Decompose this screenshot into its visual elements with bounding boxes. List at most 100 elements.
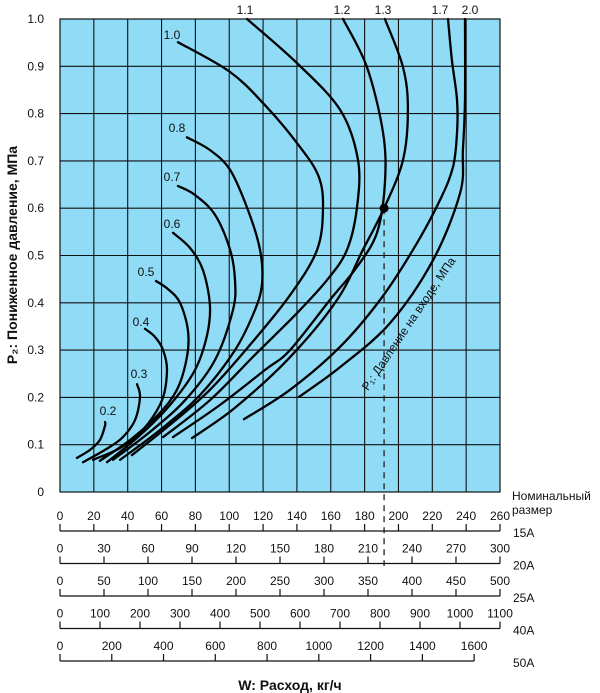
y-axis-ticks: 0 0.1 0.2 0.3 0.4 0.5 0.6 0.7 0.8 0.9 1.0	[27, 12, 44, 499]
x-tick-label: 200	[102, 639, 122, 653]
y-tick-label: 1.0	[27, 12, 44, 26]
nominal-size-label: 50A	[513, 656, 534, 670]
x-tick-label: 1600	[461, 639, 488, 653]
curve-label: 1.0	[164, 28, 181, 42]
x-tick-label: 100	[90, 607, 110, 621]
y-tick-label: 0.7	[27, 154, 44, 168]
x-tick-label: 150	[270, 542, 290, 556]
curve-label: 1.1	[237, 3, 254, 17]
x-tick-label: 210	[358, 542, 378, 556]
nominal-size-title-line1: Номинальный	[512, 489, 591, 503]
flow-axes: 0 20 40 60 80 100 120 140 160 180 200 220 240 26015A0…	[57, 509, 535, 670]
x-tick-label: 400	[210, 607, 230, 621]
x-tick-label: 600	[205, 639, 225, 653]
curve-p1-2.0	[297, 17, 467, 399]
x-tick-label: 1200	[357, 639, 384, 653]
x-tick-label: 0	[57, 542, 64, 556]
x-tick-label: 90	[185, 542, 199, 556]
x-tick-label: 100	[138, 574, 158, 588]
x-tick-label: 1100	[487, 607, 513, 621]
x-tick-label: 40	[121, 509, 135, 523]
curve-p1-0.3	[81, 383, 142, 464]
curve-label: 2.0	[462, 3, 479, 17]
curve-p1-0.6	[105, 231, 212, 464]
y-tick-label: 0.2	[27, 390, 44, 404]
x-tick-label: 0	[57, 574, 64, 588]
x-tick-label: 240	[456, 509, 476, 523]
x-tick-label: 900	[410, 607, 430, 621]
curve-p1-0.7	[111, 184, 237, 461]
marked-point	[379, 203, 389, 213]
curve-label: 0.8	[169, 121, 186, 135]
nominal-size-title-line2: размер	[512, 503, 553, 517]
x-tick-label: 600	[290, 607, 310, 621]
y-tick-label: 0.8	[27, 107, 44, 121]
x-tick-label: 60	[141, 542, 155, 556]
x-tick-label: 60	[155, 509, 169, 523]
y-axis-title: P₂: Пониженное давление, МПа	[4, 146, 20, 364]
y-tick-label: 0.5	[27, 249, 44, 263]
x-tick-label: 0	[57, 509, 64, 523]
x-tick-label: 20	[87, 509, 101, 523]
x-tick-label: 200	[130, 607, 150, 621]
x-tick-label: 400	[402, 574, 422, 588]
curve-label: 0.2	[100, 404, 117, 418]
x-tick-label: 160	[321, 509, 341, 523]
x-tick-label: 800	[257, 639, 277, 653]
y-tick-label: 0	[37, 485, 44, 499]
nominal-size-label: 20A	[513, 559, 534, 573]
x-tick-label: 0	[57, 639, 64, 653]
x-tick-label: 220	[422, 509, 442, 523]
x-tick-label: 200	[388, 509, 408, 523]
curves: 0.2 0.3 0.4 0.5 0.6 0.7 0.8 1.0 1.1 1.2 1.3 1.7 2.0	[75, 3, 479, 566]
curve-p1-1.2	[171, 17, 387, 439]
x-tick-label: 450	[446, 574, 466, 588]
x-tick-label: 1000	[447, 607, 474, 621]
nominal-size-label: 25A	[513, 591, 534, 605]
curve-label: 0.4	[133, 315, 150, 329]
nominal-size-label: 15A	[513, 526, 534, 540]
curve-label: 0.6	[164, 217, 181, 231]
x-tick-label: 700	[330, 607, 350, 621]
x-tick-label: 350	[358, 574, 378, 588]
curve-label: 1.2	[334, 3, 351, 17]
curve-p1-1.1	[161, 17, 361, 439]
x-tick-label: 260	[490, 509, 510, 523]
curve-label: 0.7	[164, 170, 181, 184]
nominal-size-label: 40A	[513, 624, 534, 638]
x-axis-title: W: Расход, кг/ч	[238, 677, 341, 693]
y-tick-label: 0.3	[27, 343, 44, 357]
x-tick-label: 270	[446, 542, 466, 556]
y-tick-label: 0.9	[27, 59, 44, 73]
x-tick-label: 200	[226, 574, 246, 588]
x-tick-label: 300	[314, 574, 334, 588]
curve-p1-0.5	[98, 279, 190, 462]
x-tick-label: 500	[250, 607, 270, 621]
x-tick-label: 1400	[409, 639, 436, 653]
x-tick-label: 250	[270, 574, 290, 588]
plot-area	[59, 18, 501, 493]
x-tick-label: 50	[97, 574, 111, 588]
x-tick-label: 100	[219, 509, 239, 523]
x-tick-label: 120	[226, 542, 246, 556]
x-tick-label: 80	[189, 509, 203, 523]
x-tick-label: 400	[154, 639, 174, 653]
x-tick-label: 180	[314, 542, 334, 556]
y-tick-label: 0.6	[27, 201, 44, 215]
curve-label: 1.7	[432, 3, 449, 17]
x-tick-label: 1000	[305, 639, 332, 653]
curve-label: 1.3	[375, 3, 392, 17]
curve-label: 0.5	[138, 265, 155, 279]
x-tick-label: 120	[253, 509, 273, 523]
x-tick-label: 300	[490, 542, 510, 556]
x-tick-label: 300	[170, 607, 190, 621]
curve-p1-1.0	[130, 41, 325, 457]
x-tick-label: 800	[370, 607, 390, 621]
curve-p1-1.3	[190, 17, 410, 440]
curve-label: 0.3	[131, 367, 148, 381]
